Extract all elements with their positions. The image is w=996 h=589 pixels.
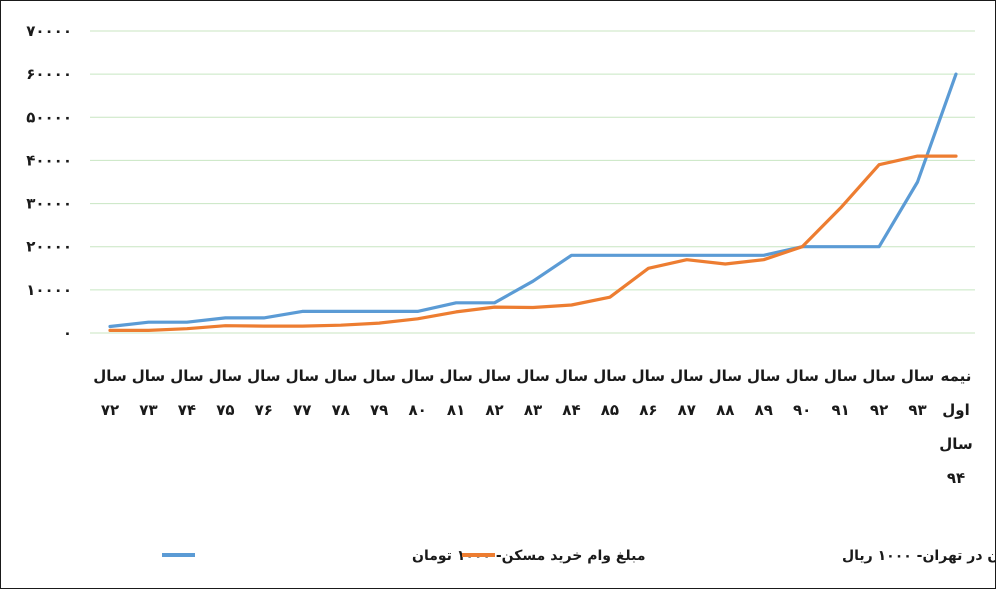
x-tick-label: سال	[478, 367, 511, 385]
y-tick-label: ۷۰۰۰۰	[26, 22, 72, 40]
x-tick-label: ۸۸	[716, 401, 734, 419]
x-tick-label: ۸۰	[408, 401, 426, 419]
x-tick-label: سال	[747, 367, 780, 385]
x-tick-label: ۷۴	[178, 401, 196, 419]
x-tick-label: ۷۶	[255, 401, 273, 419]
x-tick-label: سال	[439, 367, 472, 385]
y-axis-ticks: ۰ ۱۰۰۰۰ ۲۰۰۰۰ ۳۰۰۰۰ ۴۰۰۰۰ ۵۰۰۰۰ ۶۰۰۰۰ ۷۰۰۰۰	[26, 22, 72, 342]
x-tick-label: سال	[516, 367, 549, 385]
x-tick-label: سال	[939, 435, 972, 453]
x-tick-label: سال	[555, 367, 588, 385]
y-tick-label: ۶۰۰۰۰	[26, 65, 72, 83]
x-tick-label: ۹۴	[947, 469, 965, 487]
x-tick-label: ۷۷	[293, 401, 311, 419]
x-tick-label: سال	[247, 367, 280, 385]
x-tick-label: ۸۹	[755, 401, 773, 419]
y-tick-label: ۳۰۰۰۰	[26, 195, 72, 213]
y-tick-label: ۴۰۰۰۰	[26, 151, 72, 169]
x-tick-label: ۷۹	[370, 401, 388, 419]
x-tick-label: سال	[632, 367, 665, 385]
series-lines	[108, 72, 958, 332]
x-tick-label: سال	[132, 367, 165, 385]
x-tick-label: ۹۳	[908, 401, 926, 419]
x-tick-label: سال	[670, 367, 703, 385]
x-tick-label: ۸۵	[601, 401, 619, 419]
x-tick-label: سال	[93, 367, 126, 385]
y-tick-label: ۲۰۰۰۰	[26, 238, 72, 256]
x-tick-label: ۸۲	[485, 401, 503, 419]
legend: مبلغ وام خرید مسکن- ۱۰۰۰ تومان متوسط قیم…	[162, 546, 996, 564]
legend-label-0: مبلغ وام خرید مسکن- ۱۰۰۰ تومان	[412, 548, 646, 564]
x-tick-label: ۸۱	[447, 401, 465, 419]
x-tick-label: ۷۳	[139, 401, 157, 419]
x-tick-label: سال	[209, 367, 242, 385]
x-tick-label: ۷۸	[332, 401, 350, 419]
x-tick-label: نیمه	[941, 367, 972, 385]
series-line-0	[108, 72, 958, 329]
series-line-1	[108, 154, 958, 332]
x-tick-label: سال	[593, 367, 626, 385]
x-tick-label: ۸۶	[639, 401, 657, 419]
x-tick-label: سال	[286, 367, 319, 385]
x-axis-ticks: سال ۷۲ سال ۷۳ سال ۷۴ سال ۷۵ سال ۷۶ سال ۷۷ سال ۷۸ سال ۷۹…	[93, 367, 972, 487]
x-tick-label: ۷۵	[216, 401, 234, 419]
x-tick-label: اول	[942, 401, 969, 419]
x-tick-label: سال	[901, 367, 934, 385]
x-tick-label: ۹۰	[793, 401, 811, 419]
x-tick-label: ۸۴	[562, 401, 580, 419]
x-tick-label: سال	[170, 367, 203, 385]
x-tick-label: سال	[401, 367, 434, 385]
x-tick-label: ۸۳	[524, 401, 542, 419]
x-tick-label: سال	[862, 367, 895, 385]
x-tick-label: سال	[709, 367, 742, 385]
gridlines	[90, 30, 975, 334]
x-tick-label: ۸۷	[678, 401, 696, 419]
y-tick-label: ۱۰۰۰۰	[26, 281, 72, 299]
x-tick-label: سال	[362, 367, 395, 385]
x-tick-label: ۷۲	[101, 401, 119, 419]
x-tick-label: ۹۲	[870, 401, 888, 419]
x-tick-label: ۹۱	[831, 401, 849, 419]
x-tick-label: سال	[824, 367, 857, 385]
y-tick-label: ۰	[63, 324, 72, 342]
x-tick-label: سال	[324, 367, 357, 385]
legend-label-1: متوسط قیمت هر مترمربع آپارتمان در تهران-…	[842, 546, 996, 564]
x-tick-label: سال	[785, 367, 818, 385]
y-tick-label: ۵۰۰۰۰	[26, 108, 72, 126]
